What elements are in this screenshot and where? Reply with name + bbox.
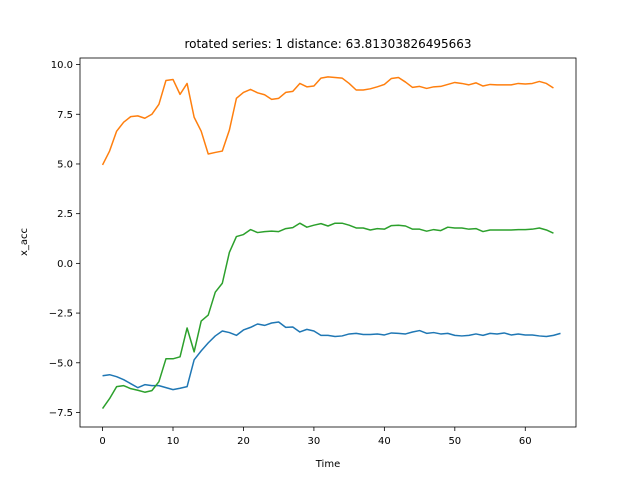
x-tick-label: 40: [378, 436, 391, 447]
y-tick-label: −5.0: [49, 358, 73, 369]
y-axis-ticks: −7.5 −5.0 −2.5 0.0 2.5 5.0 7.5 10.0: [49, 60, 80, 419]
series-line-1: [102, 321, 561, 391]
y-tick-label: 5.0: [57, 159, 73, 170]
series-line-2: [101, 76, 554, 166]
chart-title: rotated series: 1 distance: 63.813038264…: [184, 37, 471, 51]
x-tick-label: 20: [237, 436, 250, 447]
x-tick-label: 10: [167, 436, 180, 447]
y-tick-label: 7.5: [57, 110, 73, 121]
series-layer: [101, 76, 561, 409]
y-tick-label: −7.5: [49, 408, 73, 419]
x-tick-label: 60: [519, 436, 532, 447]
y-tick-label: −2.5: [49, 309, 73, 320]
plot-area: [80, 58, 576, 427]
series-line-3: [101, 222, 554, 409]
x-tick-label: 30: [308, 436, 321, 447]
plot-frame: [79, 57, 577, 428]
y-tick-label: 2.5: [57, 209, 73, 220]
x-tick-label: 0: [99, 436, 105, 447]
x-axis-ticks: 0 10 20 30 40 50 60: [99, 427, 532, 447]
y-axis-label: x_acc: [19, 228, 30, 256]
x-tick-label: 50: [448, 436, 461, 447]
y-tick-label: 0.0: [57, 259, 73, 270]
x-axis-label: Time: [315, 459, 340, 470]
y-tick-label: 10.0: [51, 60, 73, 71]
